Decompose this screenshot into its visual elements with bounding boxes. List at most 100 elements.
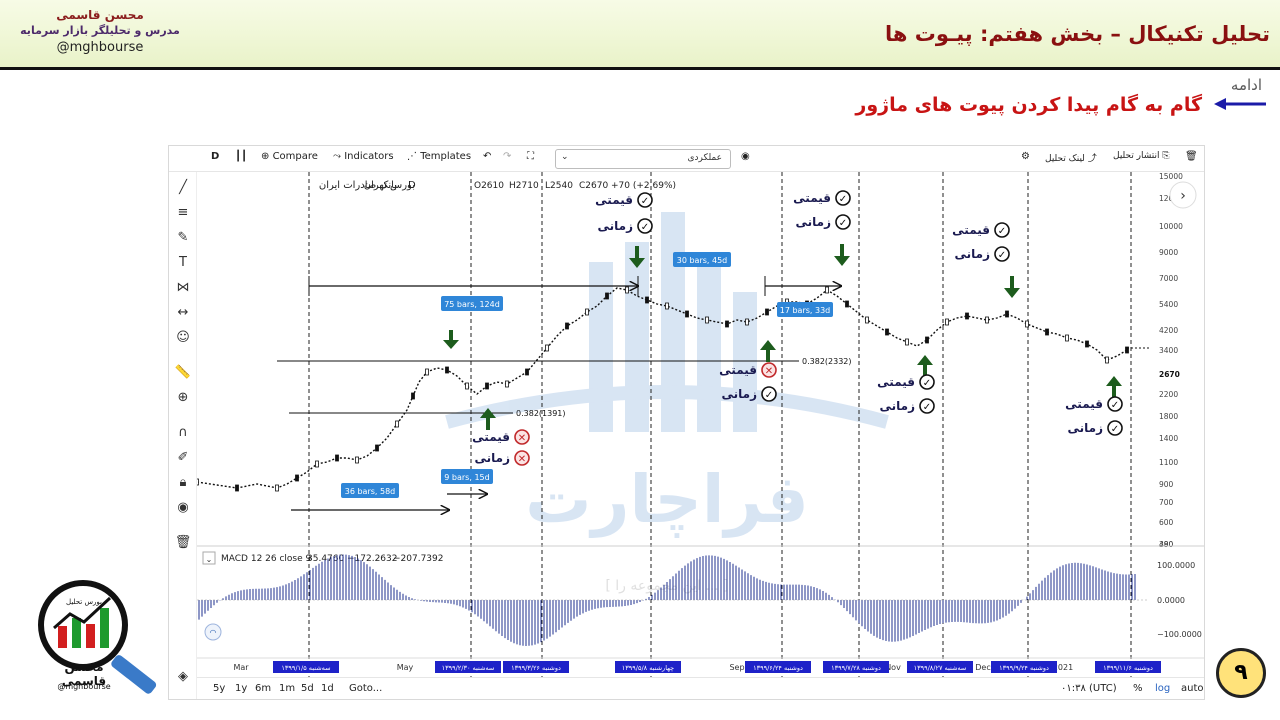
range-5d[interactable]: 5d xyxy=(301,683,314,694)
trendline-icon[interactable]: ╱ xyxy=(179,180,187,195)
compare-button[interactable]: ⊕ Compare xyxy=(261,151,318,162)
date-tag: ۱۳۹۹/۸/۲۷ سه‌شنبه xyxy=(907,661,973,673)
time-condition-label: زمانی xyxy=(880,399,916,413)
time-condition-label: زمانی xyxy=(475,451,511,465)
check-icon xyxy=(919,398,935,414)
range-5y[interactable]: 5y xyxy=(213,683,226,694)
range-1m[interactable]: 1m xyxy=(279,683,296,694)
scroll-right-button[interactable]: › xyxy=(1169,181,1197,209)
brush-icon[interactable]: ✎ xyxy=(177,230,189,245)
fib-label-2332: 0.382(2332) xyxy=(802,357,852,366)
date-tag: ۱۳۹۹/۳/۲۶ دوشنبه xyxy=(503,661,569,673)
interval-button[interactable]: D xyxy=(211,151,220,162)
pencil-lock-icon[interactable]: ✐ xyxy=(177,450,189,465)
utc-clock[interactable]: ۰۱:۳۸ (UTC) xyxy=(1061,683,1117,694)
candle xyxy=(965,312,969,320)
layers-icon[interactable]: ◈ xyxy=(178,669,188,684)
text-icon[interactable]: T xyxy=(179,255,187,270)
candle xyxy=(825,286,829,294)
pivot-annotations: قیمتی ✓ زمانی ✓ قیمتی ✓ زمانی ✓ قیمتی ✓ زمانی ✓ قیمت… xyxy=(472,190,1123,466)
macd-v1: 35.4760 xyxy=(307,554,344,564)
arrow-down-icon xyxy=(1004,276,1020,298)
drawing-toolbar: ┼ ╱ ≡ ✎ T ⋈ ↔ ☺ 📏 ⊕ ∩ ✐ 🔒︎ ◉ 🗑︎ ◈ xyxy=(169,146,197,699)
price-axis-label: 5400 xyxy=(1159,300,1178,309)
candle xyxy=(1105,356,1109,364)
macd-settings-icon[interactable]: ◠ xyxy=(204,623,222,641)
date-tag: ۱۳۹۹/۱/۵ سه‌شنبه xyxy=(273,661,339,673)
magnet-icon[interactable]: ∩ xyxy=(178,425,188,440)
fib-label-1391: 0.382(1391) xyxy=(516,409,566,418)
publish-button[interactable]: انتشار تحلیل ⎘ xyxy=(1113,151,1170,161)
cross-mark: ✕ xyxy=(765,366,773,377)
settings-gear-icon[interactable]: ⚙ xyxy=(1021,151,1030,162)
author-handle: @mghbourse xyxy=(56,40,144,55)
zoom-icon[interactable]: ⊕ xyxy=(177,390,189,405)
author-name: محسن قاسمی xyxy=(56,8,144,22)
templates-label: Templates xyxy=(420,151,472,162)
legend-low: L2540 xyxy=(545,181,573,191)
goto-button[interactable]: Goto... xyxy=(349,683,383,694)
pivot-arrows xyxy=(443,244,1122,430)
horizontal-lines-icon[interactable]: ≡ xyxy=(177,205,189,220)
check-mark: ✓ xyxy=(1111,424,1119,435)
cross-icon xyxy=(514,429,530,445)
lock-icon[interactable]: 🔒︎ xyxy=(179,475,187,490)
price-chart[interactable]: فراچارت [ این مجموعه را ... ] بانک صادرا… xyxy=(197,172,1204,677)
check-icon xyxy=(1107,396,1123,412)
check-icon xyxy=(637,192,653,208)
check-icon xyxy=(835,214,851,230)
price-axis-label: 3400 xyxy=(1159,346,1178,355)
templates-button[interactable]: ⋰ Templates xyxy=(407,151,471,162)
cross-mark: ✕ xyxy=(518,433,526,444)
undo-icon[interactable]: ↶ xyxy=(483,151,492,162)
percent-toggle[interactable]: % xyxy=(1133,683,1143,694)
cross-icon xyxy=(514,450,530,466)
svg-text:۱۳۹۹/۸/۲۷ سه‌شنبه: ۱۳۹۹/۸/۲۷ سه‌شنبه xyxy=(914,664,967,672)
time-axis: MarMayJulSepNovDec2021۱۳۹۹/۱/۵ سه‌شنبه۱۳… xyxy=(233,661,1161,673)
check-mark: ✓ xyxy=(923,378,931,389)
legend-symbol: بانک صادرات ایران xyxy=(319,180,397,191)
price-candles xyxy=(197,286,1129,492)
price-axis-label: 10000 xyxy=(1159,222,1183,231)
icons-tool-icon[interactable]: ☺ xyxy=(176,330,190,345)
price-axis-label: 1100 xyxy=(1159,458,1178,467)
check-icon xyxy=(835,190,851,206)
time-condition-label: زمانی xyxy=(598,219,634,233)
ruler-icon[interactable]: 📏 xyxy=(174,365,192,380)
range-6m[interactable]: 6m xyxy=(255,683,272,694)
svg-text:بورس تحلیل: بورس تحلیل xyxy=(66,598,102,606)
auto-toggle[interactable]: auto xyxy=(1181,683,1204,694)
logo-handle: @mghbourse xyxy=(57,682,111,691)
delete-icon[interactable]: 🗑︎ xyxy=(1185,151,1198,162)
step-title: گام به گام پیدا کردن پیوت های ماژور xyxy=(855,94,1202,116)
check-mark: ✓ xyxy=(765,390,773,401)
log-toggle[interactable]: log xyxy=(1155,683,1171,694)
fullscreen-icon[interactable]: ⛶ xyxy=(527,151,534,162)
visibility-eye-icon[interactable]: ◉ xyxy=(741,151,750,162)
share-link-button[interactable]: لینک تحلیل ⤴ xyxy=(1045,151,1097,164)
eye-icon[interactable]: ◉ xyxy=(177,500,189,515)
arrow-up-icon xyxy=(760,340,776,362)
date-tag: ۱۳۹۹/۷/۲۸ دوشنبه xyxy=(823,661,889,673)
price-axis-label: 700 xyxy=(1159,498,1174,507)
redo-icon[interactable]: ↷ xyxy=(503,151,512,162)
trash-icon[interactable]: 🗑︎ xyxy=(174,535,192,550)
measure-icon[interactable]: ↔ xyxy=(177,305,189,320)
author-role: مدرس و تحلیلگر بازار سرمایه xyxy=(20,24,180,37)
candle xyxy=(1085,340,1089,348)
chart-logo-icon: بورس تحلیل xyxy=(53,596,112,648)
symbol-search-input[interactable]: ⌄ عملکردی xyxy=(555,149,731,169)
candle-type-icon[interactable]: ┃┃ xyxy=(235,151,248,162)
price-axis-label: 4200 xyxy=(1159,326,1178,335)
macd-axis-100: 100.0000 xyxy=(1157,561,1195,570)
range-1y[interactable]: 1y xyxy=(235,683,248,694)
indicators-icon: ⤳ xyxy=(333,151,341,162)
date-tag: ۱۳۹۹/۲/۳۰ سه‌شنبه xyxy=(435,661,501,673)
indicators-button[interactable]: ⤳ Indicators xyxy=(333,151,394,162)
pattern-icon[interactable]: ⋈ xyxy=(176,280,190,295)
candle xyxy=(505,380,509,388)
logo-name: محسن قاسمی xyxy=(61,660,107,688)
candle xyxy=(665,302,669,310)
price-axis-label: 480 xyxy=(1159,540,1174,549)
range-1d[interactable]: 1d xyxy=(321,683,334,694)
